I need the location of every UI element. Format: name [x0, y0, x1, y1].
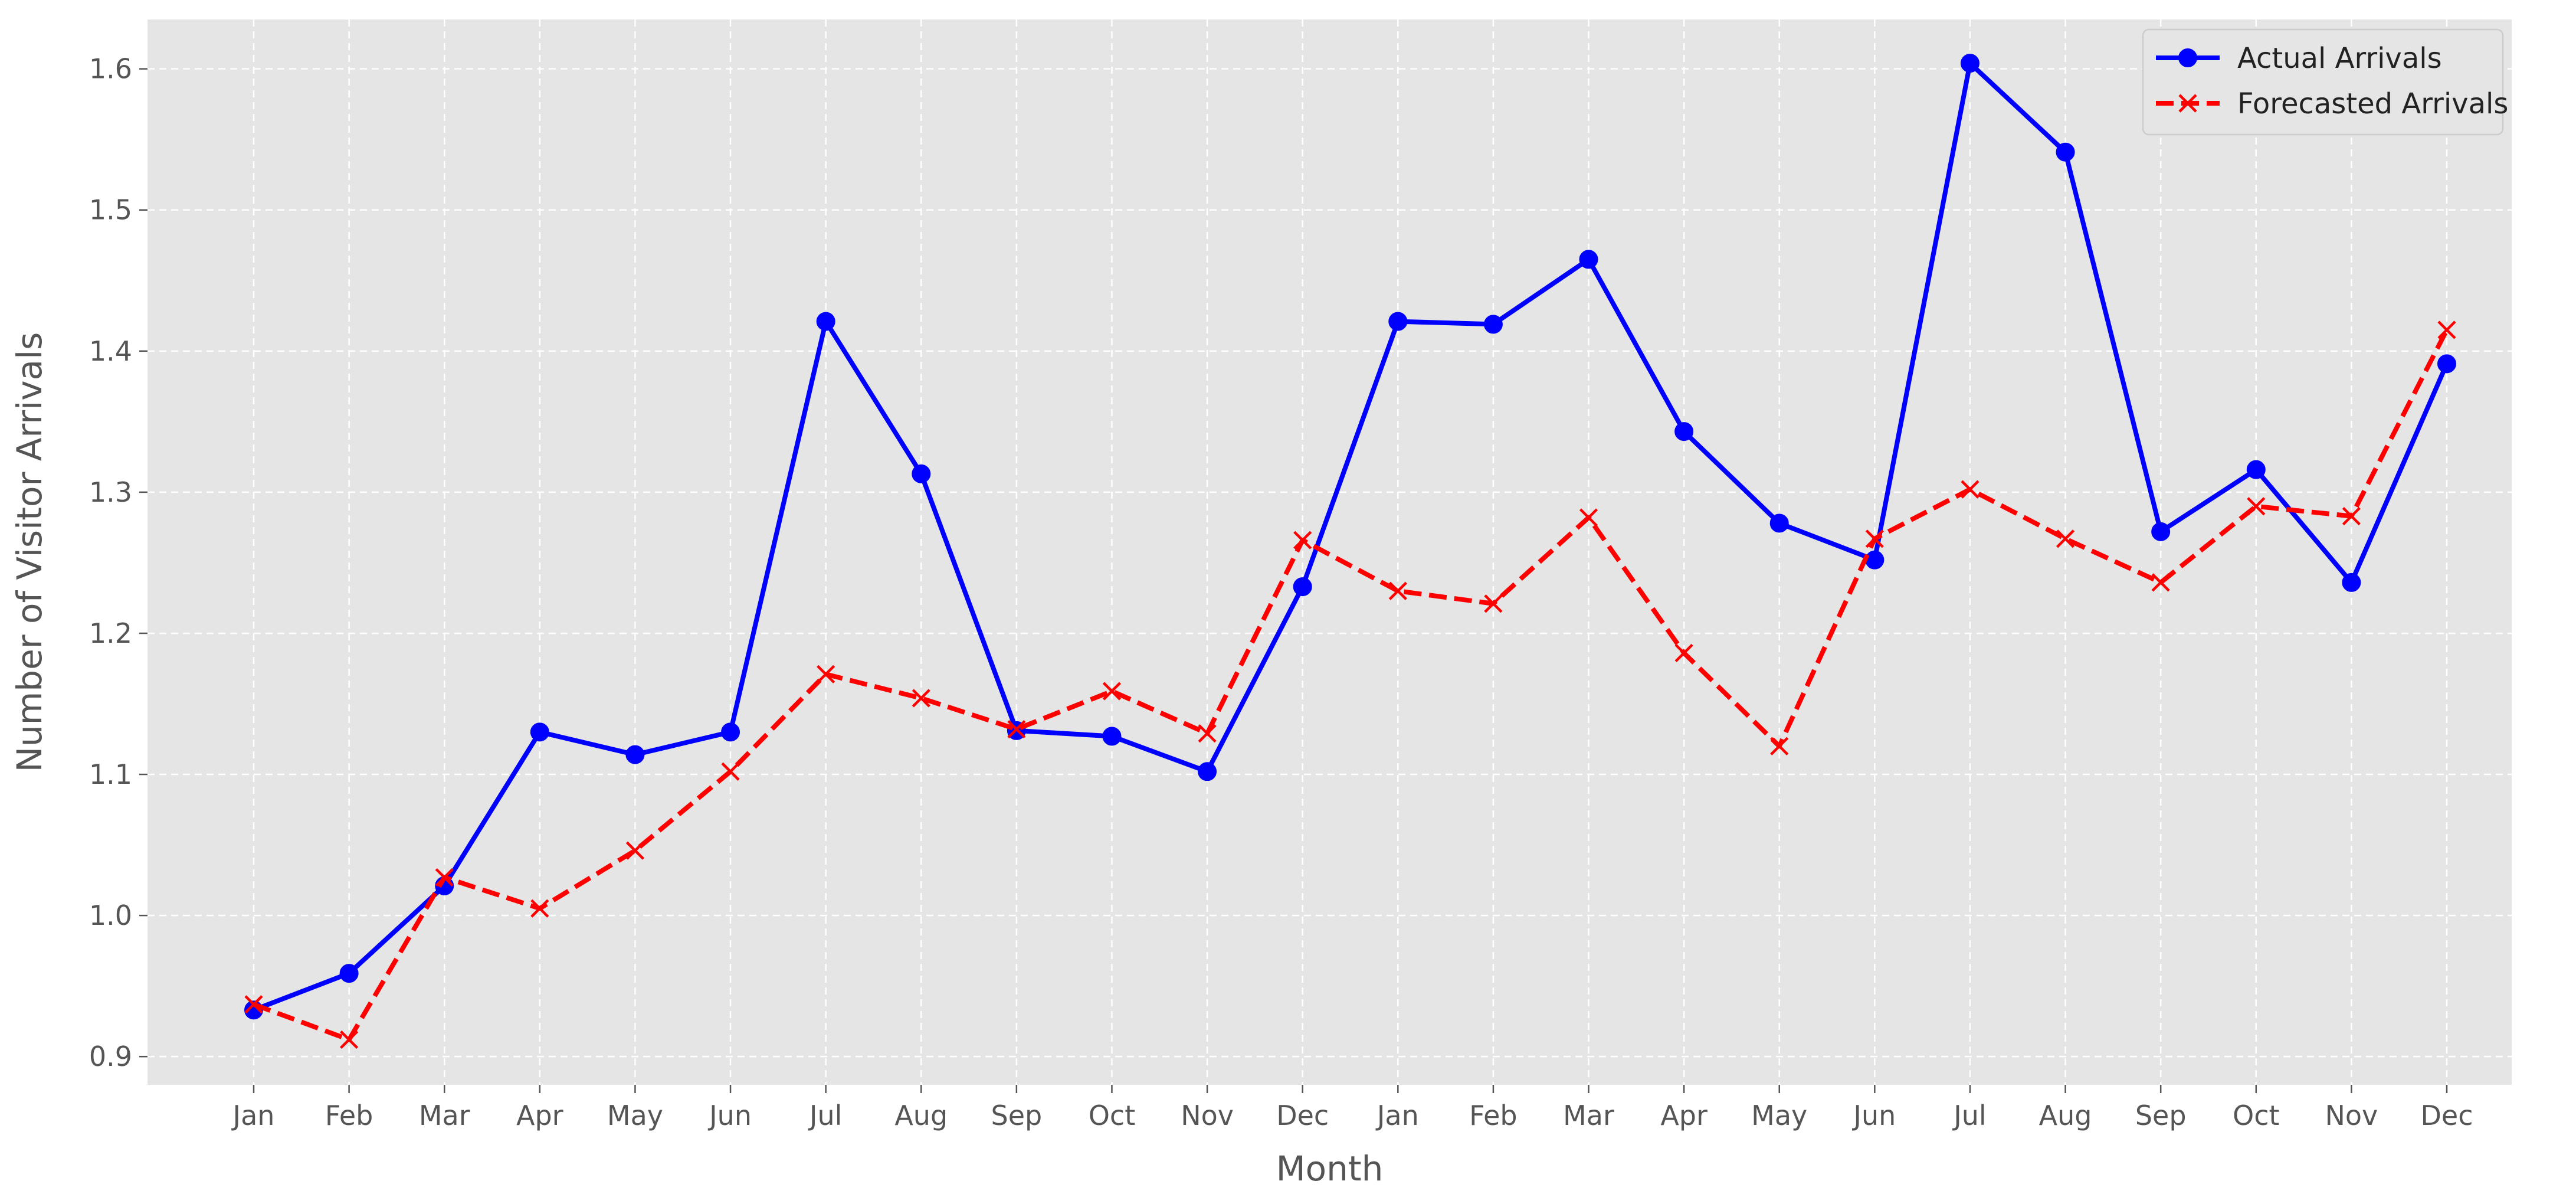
- actual-point: [1102, 727, 1122, 746]
- x-tick-label: Dec: [2420, 1100, 2473, 1131]
- forecast-point: [1102, 682, 1122, 701]
- actual-point: [1579, 250, 1598, 269]
- forecast-point: [817, 665, 835, 683]
- actual-point: [1674, 422, 1694, 441]
- actual-point: [1960, 54, 1979, 73]
- grid-lines: [148, 19, 2512, 1085]
- forecast-point: [721, 762, 740, 781]
- x-tick-label: Apr: [516, 1100, 563, 1131]
- y-axis-ticks: 0.9 1.0 1.1 1.2 1.3 1.4 1.5 1.6: [89, 53, 148, 1072]
- forecast-point: [2247, 497, 2266, 516]
- forecast-point: [1674, 643, 1693, 663]
- legend: Actual Arrivals Forecasted Arrivals: [2142, 28, 2508, 136]
- x-tick-label: Jan: [1375, 1100, 1419, 1131]
- actual-point: [2342, 573, 2361, 592]
- x-tick-label: Nov: [1181, 1100, 1234, 1131]
- x-tick-label: Jul: [1952, 1100, 1987, 1131]
- x-tick-label: Oct: [2233, 1100, 2280, 1131]
- forecast-point: [2342, 506, 2361, 526]
- x-tick-label: Oct: [1089, 1100, 1136, 1131]
- series-line-forecast: [253, 329, 2449, 1042]
- forecast-point: [1007, 719, 1026, 739]
- actual-point: [1865, 550, 1885, 570]
- x-tick-label: Jan: [231, 1100, 275, 1131]
- forecast-point: [2437, 320, 2456, 339]
- forecast-point: [912, 689, 930, 708]
- actual-point: [1483, 315, 1503, 334]
- legend-label: Forecasted Arrivals: [2237, 87, 2508, 120]
- y-tick-label: 1.0: [89, 899, 132, 931]
- forecast-point: [1388, 581, 1407, 600]
- x-tick-label: Aug: [2039, 1100, 2092, 1131]
- x-tick-label: Jul: [808, 1100, 843, 1131]
- y-tick-label: 1.2: [89, 617, 132, 649]
- actual-point: [1293, 577, 1312, 597]
- x-tick-label: May: [607, 1100, 663, 1131]
- forecast-point: [1484, 594, 1503, 613]
- legend-marker: [2178, 94, 2197, 113]
- forecast-point: [244, 995, 263, 1014]
- x-tick-label: May: [1751, 1100, 1807, 1131]
- forecast-point: [625, 841, 645, 860]
- forecast-point: [1770, 737, 1789, 755]
- actual-point: [912, 464, 931, 483]
- forecast-point: [530, 899, 549, 918]
- actual-point: [2056, 142, 2075, 162]
- actual-point: [625, 745, 645, 764]
- x-tick-label: Mar: [419, 1100, 470, 1131]
- actual-point: [721, 722, 740, 742]
- x-tick-label: Dec: [1276, 1100, 1329, 1131]
- x-tick-label: Mar: [1563, 1100, 1614, 1131]
- x-tick-label: Sep: [991, 1100, 1043, 1131]
- actual-point: [816, 312, 835, 331]
- forecast-point: [435, 868, 454, 887]
- x-tick-label: Feb: [325, 1100, 373, 1131]
- actual-point: [339, 964, 359, 983]
- legend-marker: [2178, 48, 2197, 67]
- forecast-point: [1961, 480, 1979, 499]
- actual-point: [1769, 513, 1789, 533]
- actual-point: [2437, 354, 2456, 374]
- x-tick-label: Aug: [894, 1100, 948, 1131]
- legend-box: [2142, 28, 2504, 136]
- x-tick-label: Sep: [2135, 1100, 2187, 1131]
- actual-point: [1388, 312, 1408, 331]
- actual-point: [2151, 522, 2171, 541]
- forecast-point: [2151, 573, 2170, 592]
- x-axis-label: Month: [1276, 1149, 1384, 1189]
- y-tick-label: 1.3: [89, 476, 132, 508]
- forecast-point: [1579, 508, 1598, 527]
- x-tick-label: Nov: [2325, 1100, 2378, 1131]
- x-tick-label: Feb: [1469, 1100, 1517, 1131]
- series-layer: [244, 54, 2456, 1049]
- actual-point: [1198, 762, 1217, 781]
- forecast-point: [1293, 531, 1312, 549]
- x-tick-label: Jun: [1851, 1100, 1896, 1131]
- x-tick-label: Jun: [707, 1100, 752, 1131]
- y-axis-label: Number of Visitor Arrivals: [9, 332, 50, 773]
- forecast-point: [1865, 529, 1884, 548]
- forecast-point: [1198, 724, 1217, 743]
- actual-point: [2246, 460, 2266, 479]
- y-tick-label: 1.4: [89, 335, 132, 367]
- x-tick-label: Apr: [1660, 1100, 1707, 1131]
- actual-point: [530, 722, 549, 742]
- y-tick-label: 1.5: [89, 194, 132, 226]
- forecast-point: [2056, 529, 2075, 548]
- y-tick-label: 1.1: [89, 758, 132, 790]
- y-tick-label: 0.9: [89, 1041, 132, 1072]
- y-tick-label: 1.6: [89, 53, 132, 85]
- x-axis-ticks: Jan Feb Mar Apr May Jun Jul Aug Sep Oct Nov Dec Jan F…: [231, 1085, 2473, 1131]
- series-line-actual: [253, 61, 2449, 1013]
- legend-label: Actual Arrivals: [2237, 42, 2442, 75]
- forecast-point: [340, 1030, 359, 1049]
